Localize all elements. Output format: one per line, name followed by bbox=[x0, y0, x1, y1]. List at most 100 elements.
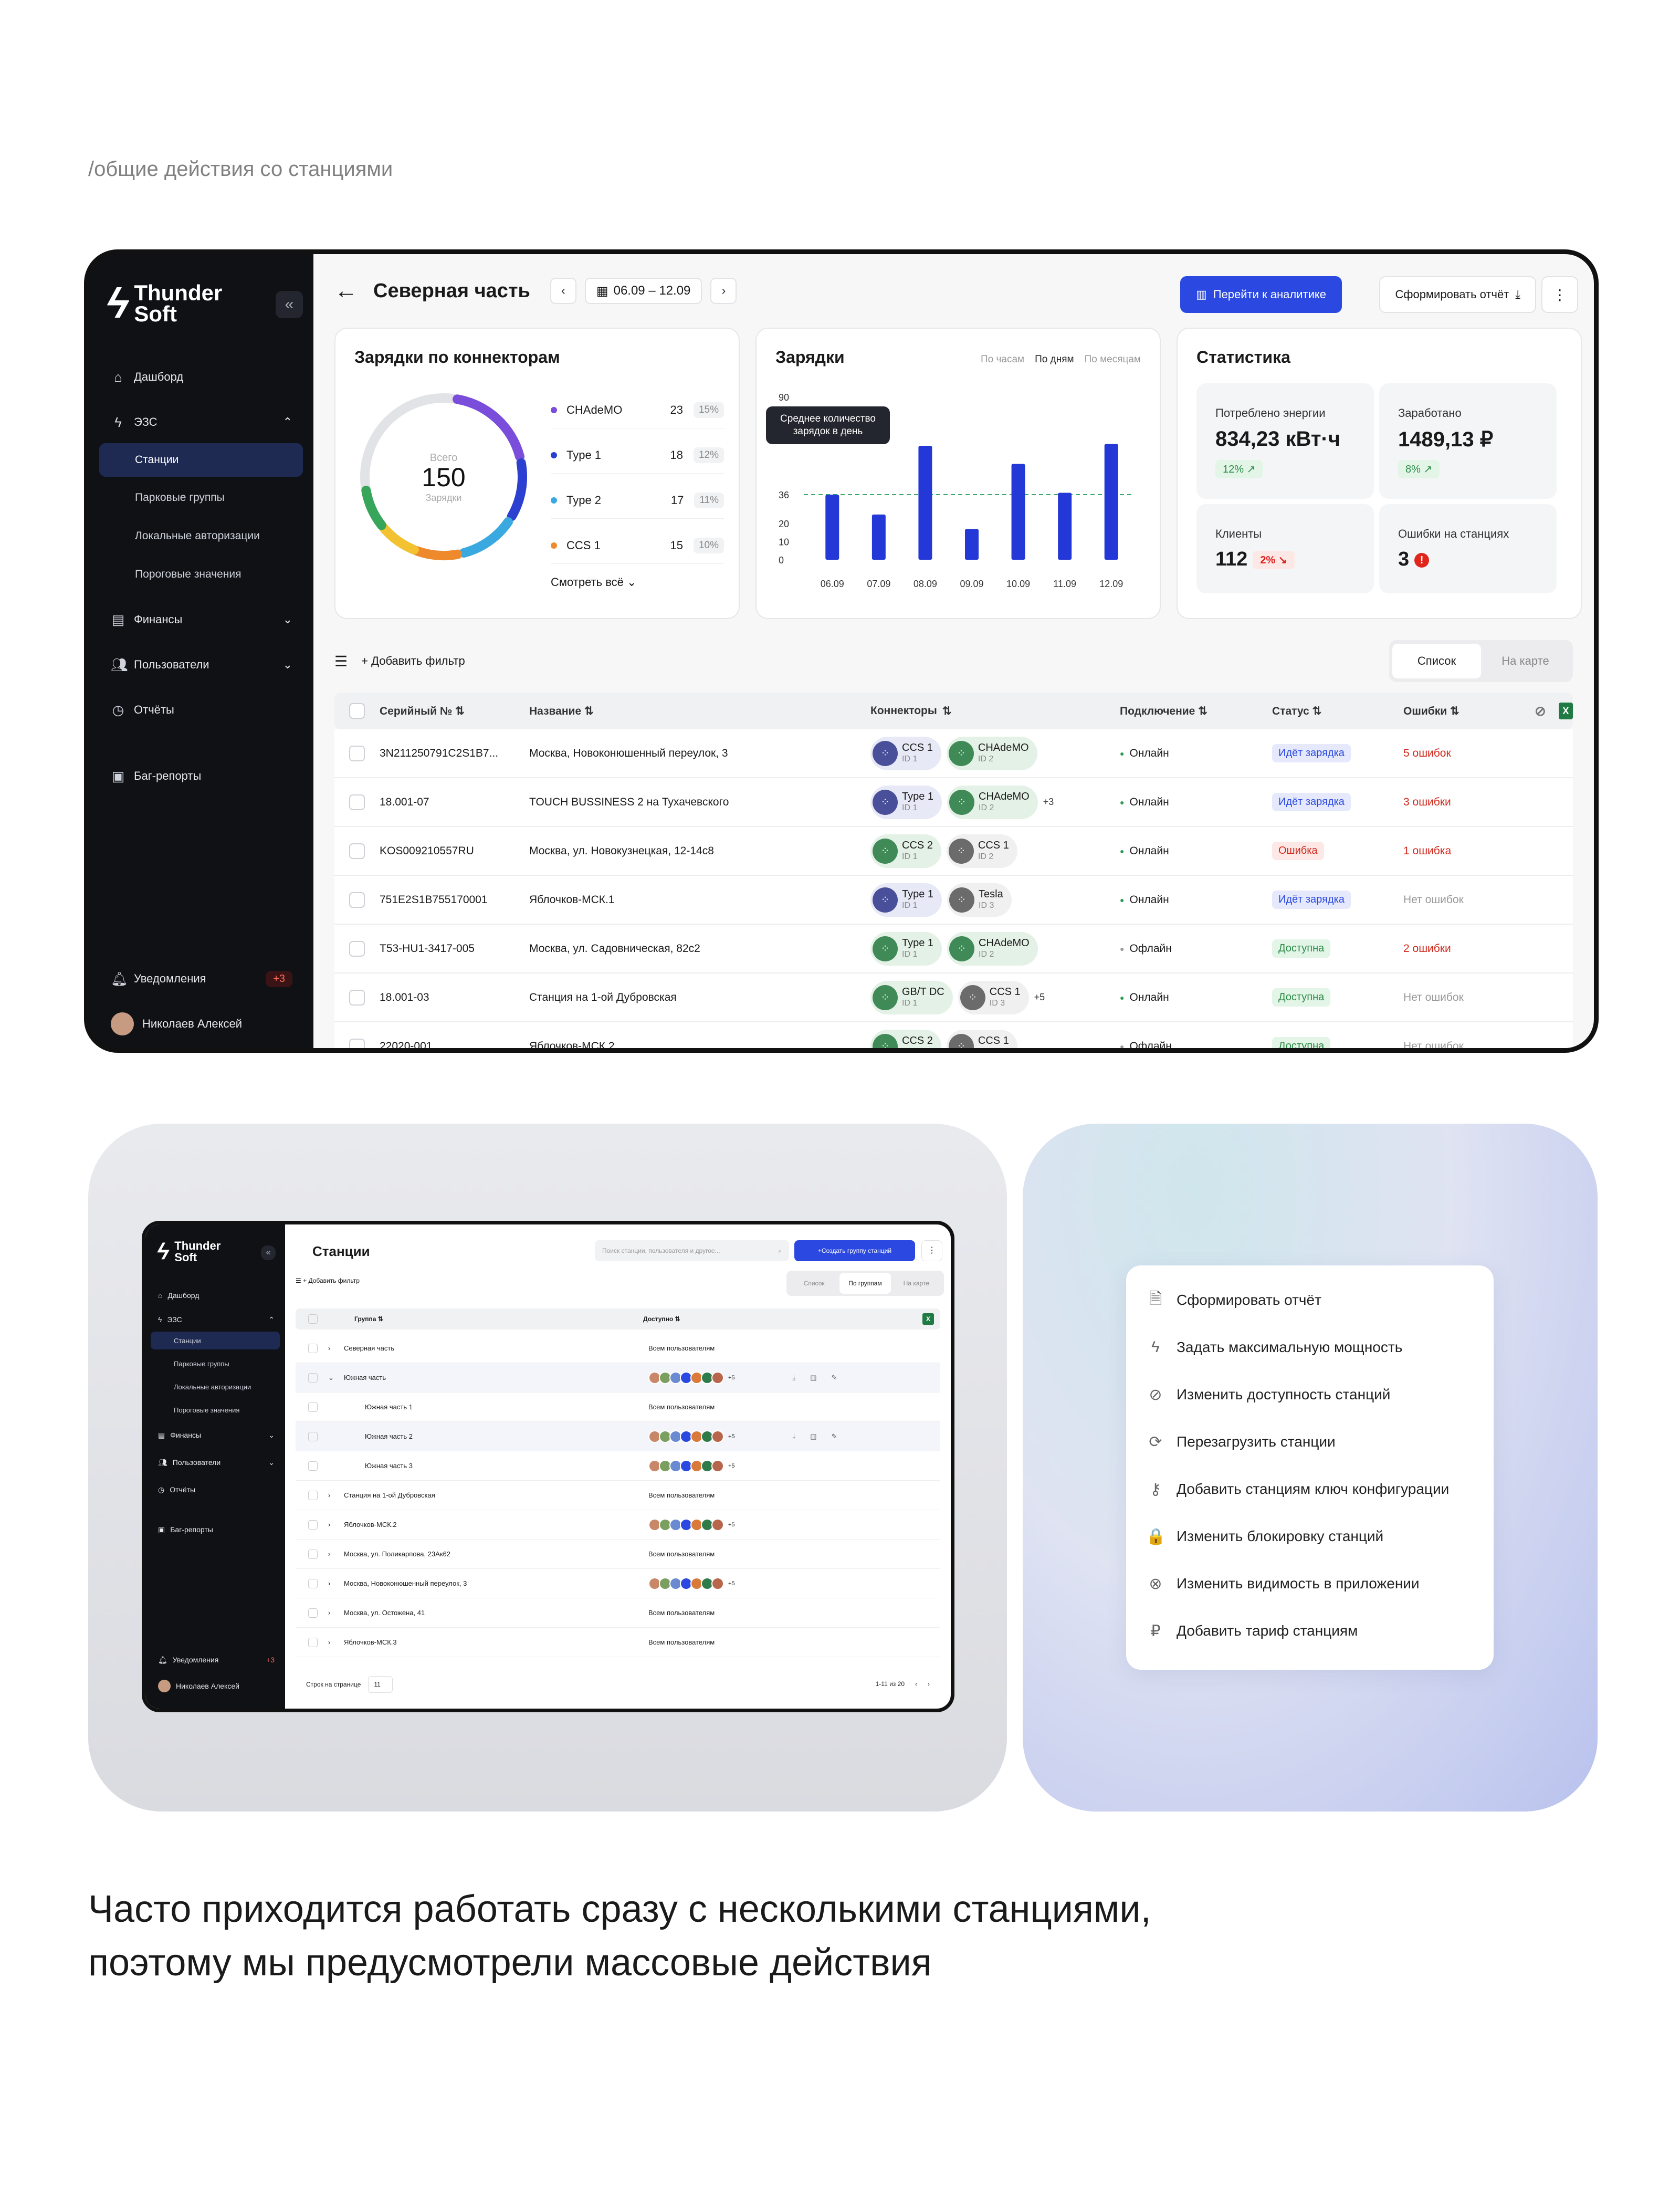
col-serial[interactable]: Серийный № ⇅ bbox=[380, 705, 465, 717]
sidebar-item-dashboard[interactable]: ⌂ Дашборд bbox=[99, 360, 303, 394]
col-group[interactable]: Группа ⇅ bbox=[354, 1315, 383, 1323]
connector-chip[interactable]: ⁘ Type 1 ID 1 bbox=[870, 931, 942, 966]
connector-chip[interactable]: ⁘ CCS 1 ID 2 bbox=[946, 1029, 1017, 1048]
row-checkbox[interactable] bbox=[308, 1520, 318, 1530]
chart-period-tab[interactable]: По месяцам bbox=[1084, 354, 1141, 365]
sidebar-item-thresholds[interactable]: Пороговые значения bbox=[99, 558, 303, 591]
row-checkbox[interactable] bbox=[349, 1038, 365, 1048]
sidebar-item-notifications[interactable]: 🔔︎ Уведомления +3 bbox=[151, 1651, 280, 1669]
row-checkbox[interactable] bbox=[308, 1461, 318, 1471]
chevron-right-icon[interactable]: › bbox=[328, 1638, 331, 1646]
table-row[interactable]: Южная часть 1 Всем пользователям bbox=[296, 1393, 940, 1422]
chart-icon[interactable]: ▥ bbox=[810, 1373, 817, 1381]
table-row[interactable]: Южная часть 2 +5 ⤓ ▥ ✎ bbox=[296, 1422, 940, 1451]
connector-chip[interactable]: ⁘ CHAdeMO ID 2 bbox=[947, 931, 1038, 966]
bar[interactable] bbox=[1104, 444, 1118, 560]
create-group-button[interactable]: + Создать группу станций bbox=[794, 1240, 915, 1261]
chevron-right-icon[interactable]: › bbox=[328, 1491, 331, 1499]
chevron-down-icon[interactable]: ⌄ bbox=[328, 1373, 334, 1381]
table-row[interactable]: › Москва, Новоконюшенный переулок, 3 +5 bbox=[296, 1569, 940, 1598]
menu-item[interactable]: ⟳ Перезагрузить станции bbox=[1146, 1426, 1335, 1458]
chart-period-tab[interactable]: По дням bbox=[1035, 354, 1074, 365]
view-map-tab[interactable]: На карте bbox=[903, 1280, 929, 1287]
row-checkbox[interactable] bbox=[308, 1431, 318, 1441]
row-checkbox[interactable] bbox=[349, 745, 365, 761]
chart-icon[interactable]: ▥ bbox=[810, 1432, 817, 1440]
row-checkbox[interactable] bbox=[308, 1490, 318, 1500]
sidebar-item-dashboard[interactable]: ⌂ Дашборд bbox=[151, 1286, 280, 1304]
col-errors[interactable]: Ошибки ⇅ bbox=[1403, 705, 1460, 717]
sidebar-item-bugs[interactable]: ▣ Баг-репорты bbox=[151, 1521, 280, 1538]
sidebar-item-local-auth[interactable]: Локальные авторизации bbox=[151, 1378, 280, 1396]
download-icon[interactable]: ⤓ bbox=[792, 1432, 796, 1440]
chevron-right-icon[interactable]: › bbox=[328, 1344, 331, 1352]
search-input[interactable]: Поиск станции, пользователя и другое... ⌕ bbox=[595, 1240, 789, 1261]
user-profile[interactable]: Николаев Алексей bbox=[99, 1007, 303, 1041]
menu-item[interactable]: ₽ Добавить тариф станциям bbox=[1146, 1615, 1358, 1647]
table-row[interactable]: › Яблочков-МСК.3 Всем пользователям bbox=[296, 1628, 940, 1657]
go-to-analytics-button[interactable]: ▥ Перейти к аналитике bbox=[1180, 276, 1342, 313]
table-row[interactable]: › Яблочков-МСК.2 +5 bbox=[296, 1510, 940, 1540]
view-list-tab[interactable]: Список bbox=[1392, 644, 1481, 678]
sidebar-item-ees[interactable]: ϟ ЭЗС ⌃ bbox=[151, 1311, 280, 1328]
collapse-sidebar-button[interactable]: « bbox=[261, 1245, 276, 1260]
table-row[interactable]: › Станция на 1-ой Дубровская Всем пользова… bbox=[296, 1481, 940, 1510]
row-checkbox[interactable] bbox=[308, 1343, 318, 1353]
table-row[interactable]: T53-HU1-3417-005 Москва, ул. Садовническа… bbox=[334, 925, 1573, 973]
row-checkbox[interactable] bbox=[349, 794, 365, 810]
sidebar-item-parking[interactable]: Парковые группы bbox=[151, 1355, 280, 1373]
row-checkbox[interactable] bbox=[349, 892, 365, 908]
more-connectors[interactable]: +5 bbox=[1034, 992, 1045, 1002]
bar[interactable] bbox=[872, 514, 886, 560]
connector-chip[interactable]: ⁘ CCS 1 ID 3 bbox=[958, 980, 1029, 1014]
table-row[interactable]: KOS009210557RU Москва, ул. Новокузнецкая,… bbox=[334, 827, 1573, 876]
row-checkbox[interactable] bbox=[308, 1373, 318, 1383]
sidebar-item-notifications[interactable]: 🔔︎ Уведомления +3 bbox=[99, 962, 303, 996]
date-range-picker[interactable]: ▦ 06.09 – 12.09 bbox=[584, 278, 702, 304]
chart-period-tab[interactable]: По часам bbox=[981, 354, 1025, 365]
prev-period-button[interactable]: ‹ bbox=[550, 278, 576, 304]
filter-icon[interactable]: ☰ bbox=[334, 653, 348, 669]
table-row[interactable]: 18.001-07 TOUCH BUSSINESS 2 на Тухачевско… bbox=[334, 778, 1573, 827]
row-checkbox[interactable] bbox=[349, 940, 365, 957]
chevron-right-icon[interactable]: › bbox=[328, 1550, 331, 1558]
connector-chip[interactable]: ⁘ CCS 1 ID 1 bbox=[870, 736, 941, 770]
sidebar-item-users[interactable]: 👥︎ Пользователи ⌄ bbox=[151, 1453, 280, 1471]
sidebar-item-reports[interactable]: ◷ Отчёты bbox=[99, 693, 303, 727]
menu-item[interactable]: ⊘ Изменить доступность станций bbox=[1146, 1379, 1390, 1410]
connector-chip[interactable]: ⁘ Type 1 ID 1 bbox=[870, 785, 942, 819]
more-menu-button[interactable]: ⋮ bbox=[921, 1240, 942, 1261]
row-checkbox[interactable] bbox=[308, 1637, 318, 1647]
col-connectors[interactable]: Коннекторы ⇅ bbox=[870, 705, 952, 717]
add-filter-button[interactable]: ☰ + Добавить фильтр bbox=[296, 1277, 360, 1284]
connector-chip[interactable]: ⁘ GB/T DC ID 1 bbox=[870, 980, 953, 1014]
col-connection[interactable]: Подключение ⇅ bbox=[1120, 705, 1208, 717]
next-period-button[interactable]: › bbox=[710, 278, 737, 304]
connector-chip[interactable]: ⁘ CHAdeMO ID 2 bbox=[946, 736, 1037, 770]
sidebar-item-local-auth[interactable]: Локальные авторизации bbox=[99, 519, 303, 553]
sidebar-item-stations[interactable]: Станции bbox=[99, 443, 303, 477]
sidebar-item-thresholds[interactable]: Пороговые значения bbox=[151, 1401, 280, 1419]
sidebar-item-parking[interactable]: Парковые группы bbox=[99, 481, 303, 515]
bar[interactable] bbox=[1058, 493, 1072, 560]
select-all-checkbox[interactable] bbox=[349, 703, 365, 719]
chevron-right-icon[interactable]: › bbox=[328, 1579, 331, 1587]
connector-chip[interactable]: ⁘ Type 1 ID 1 bbox=[870, 883, 942, 917]
col-access[interactable]: Доступно ⇅ bbox=[643, 1315, 680, 1323]
connector-chip[interactable]: ⁘ CCS 2 ID 1 bbox=[870, 1029, 941, 1048]
back-arrow-icon[interactable]: ← bbox=[334, 278, 358, 303]
col-status[interactable]: Статус ⇅ bbox=[1272, 705, 1322, 717]
connector-chip[interactable]: ⁘ CCS 2 ID 1 bbox=[870, 834, 941, 868]
bar[interactable] bbox=[825, 495, 839, 560]
more-menu-button[interactable]: ⋮ bbox=[1541, 276, 1578, 313]
table-row[interactable]: ⌄ Южная часть +5 ⤓ ▥ ✎ bbox=[296, 1363, 940, 1393]
row-checkbox[interactable] bbox=[349, 989, 365, 1006]
table-row[interactable]: Южная часть 3 +5 bbox=[296, 1451, 940, 1481]
sidebar-item-finance[interactable]: ▤ Финансы ⌄ bbox=[151, 1426, 280, 1444]
more-connectors[interactable]: +3 bbox=[1043, 797, 1054, 807]
add-filter-button[interactable]: + Добавить фильтр bbox=[361, 654, 465, 667]
table-row[interactable]: › Северная часть Всем пользователям bbox=[296, 1334, 940, 1363]
collapse-sidebar-button[interactable]: « bbox=[276, 291, 303, 318]
row-checkbox[interactable] bbox=[308, 1578, 318, 1588]
sidebar-item-users[interactable]: 👥︎ Пользователи ⌄ bbox=[99, 648, 303, 682]
